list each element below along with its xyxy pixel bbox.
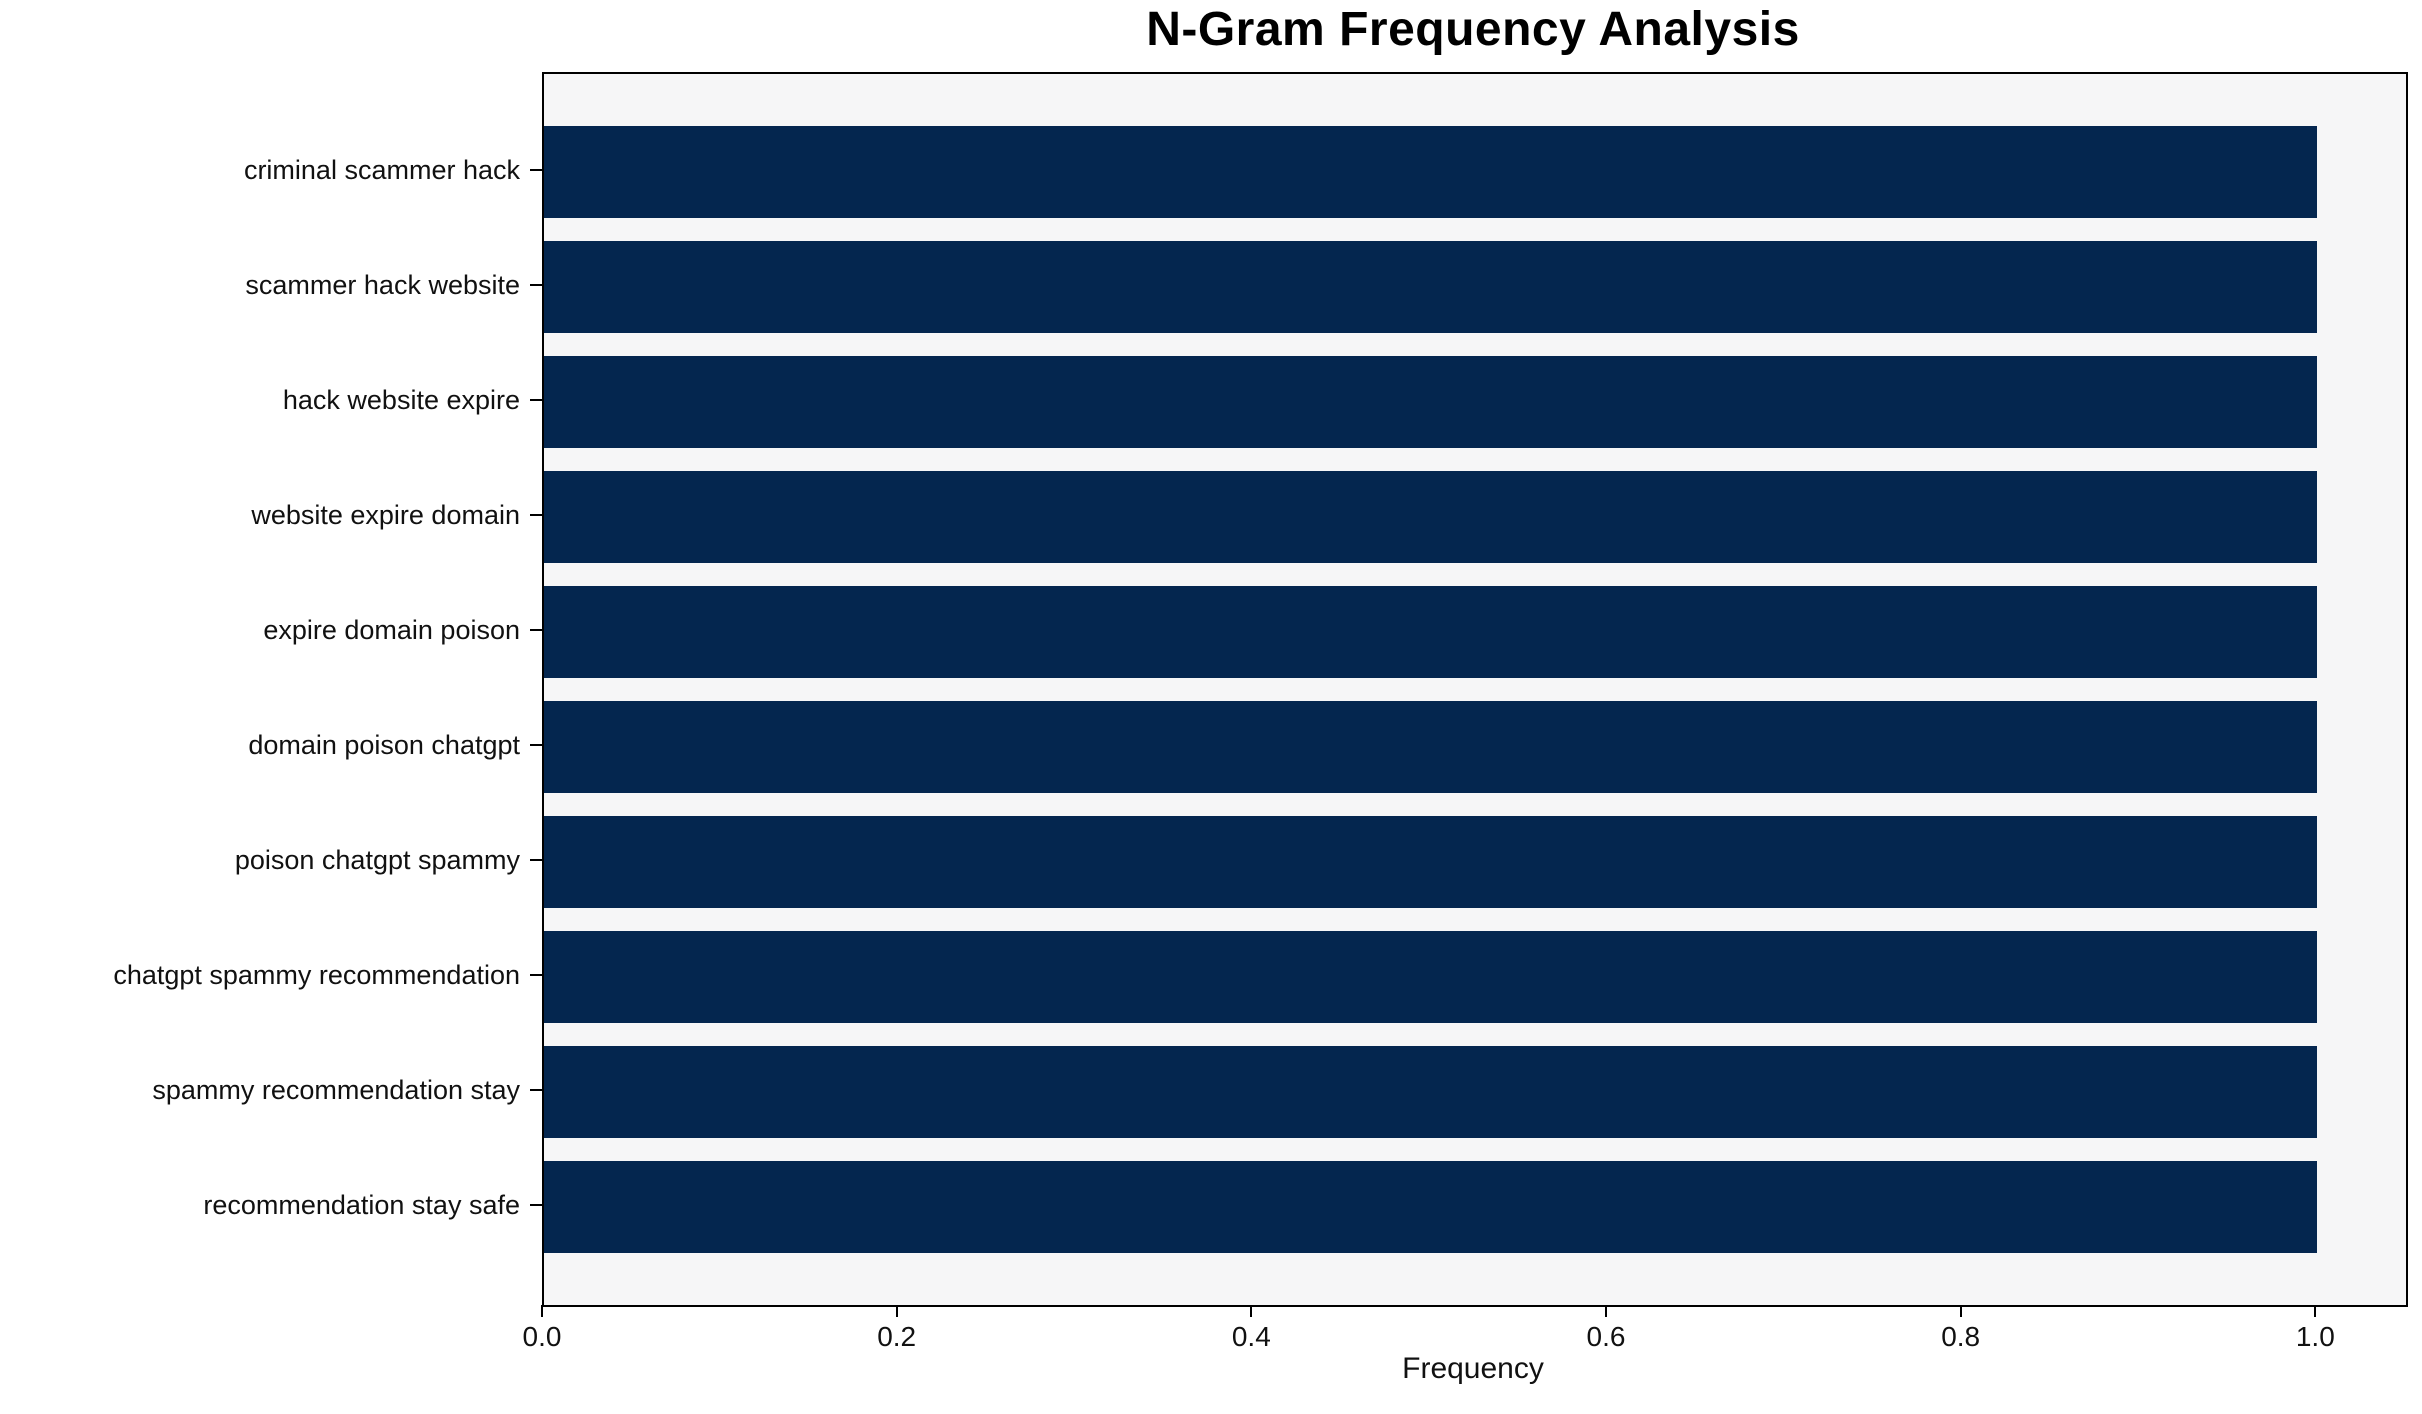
bar	[544, 470, 2318, 563]
y-tick-label: criminal scammer hack	[243, 154, 520, 185]
y-tick-label: website expire domain	[251, 499, 520, 530]
x-tick-label: 0.8	[1941, 1321, 1981, 1352]
bar	[544, 125, 2318, 218]
y-tick-mark	[530, 513, 542, 516]
x-tick-mark	[1250, 1305, 1253, 1317]
x-tick-label: 0.4	[1231, 1321, 1271, 1352]
x-tick-label: 0.6	[1586, 1321, 1626, 1352]
bar	[544, 355, 2318, 448]
bar	[544, 240, 2318, 333]
y-tick-mark	[530, 859, 542, 862]
y-tick-label: poison chatgpt spammy	[234, 845, 520, 876]
bar	[544, 701, 2318, 794]
y-tick-label: scammer hack website	[245, 269, 520, 300]
y-tick-mark	[530, 974, 542, 977]
y-tick-mark	[530, 628, 542, 631]
y-tick-label: domain poison chatgpt	[248, 730, 520, 761]
x-tick-label: 1.0	[2295, 1321, 2335, 1352]
y-tick-mark	[530, 1204, 542, 1207]
y-tick-mark	[530, 283, 542, 286]
x-tick-label: 0.0	[522, 1321, 562, 1352]
y-tick-mark	[530, 744, 542, 747]
x-tick-mark	[895, 1305, 898, 1317]
bar	[544, 1046, 2318, 1139]
x-axis-label: Frequency	[1402, 1352, 1544, 1385]
bar	[544, 816, 2318, 909]
y-tick-label: spammy recommendation stay	[152, 1075, 520, 1106]
x-tick-mark	[541, 1305, 543, 1317]
bar	[544, 585, 2318, 678]
x-tick-mark	[2314, 1305, 2317, 1317]
y-tick-label: recommendation stay safe	[203, 1190, 520, 1221]
bar	[544, 1161, 2318, 1254]
y-tick-mark	[530, 168, 542, 171]
y-tick-label: chatgpt spammy recommendation	[113, 960, 520, 991]
bar	[544, 931, 2318, 1024]
x-tick-label: 0.2	[877, 1321, 917, 1352]
y-tick-label: hack website expire	[282, 384, 520, 415]
x-tick-mark	[1959, 1305, 1962, 1317]
y-tick-mark	[530, 398, 542, 401]
y-tick-label: expire domain poison	[263, 614, 520, 645]
x-tick-mark	[1605, 1305, 1607, 1317]
chart-title: N-Gram Frequency Analysis	[1146, 3, 1800, 56]
y-tick-mark	[530, 1089, 542, 1092]
plot-area	[542, 72, 2408, 1307]
